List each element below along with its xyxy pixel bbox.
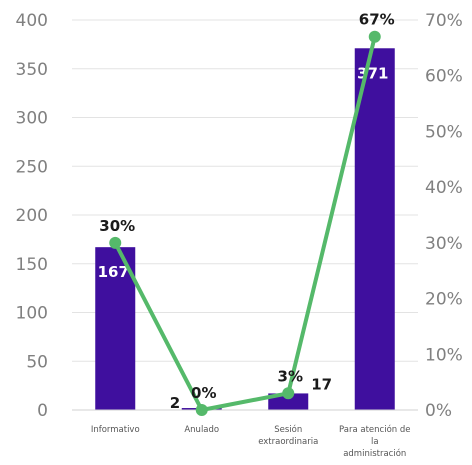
y-left-tick-label: 0 <box>37 401 48 421</box>
line-value-label: 67% <box>359 11 395 29</box>
y-right-tick-label: 0% <box>425 401 452 421</box>
category-label: extraordinaria <box>258 437 318 447</box>
y-right-tick-label: 50% <box>425 122 463 142</box>
category-label: administración <box>343 448 406 459</box>
y-right-tick-label: 40% <box>425 178 463 198</box>
y-left-tick-label: 350 <box>16 60 48 80</box>
bar <box>95 247 136 410</box>
y-right-tick-label: 10% <box>425 345 463 365</box>
y-left-tick-label: 300 <box>16 109 48 129</box>
bar-value-label: 167 <box>98 263 129 281</box>
line-point <box>368 30 381 43</box>
y-right-tick-label: 20% <box>425 290 463 310</box>
y-left-tick-label: 100 <box>16 304 48 324</box>
bar-value-label: 2 <box>170 394 180 412</box>
y-right-tick-label: 60% <box>425 67 463 87</box>
category-label: Anulado <box>184 425 219 435</box>
bar-value-label: 17 <box>311 375 332 393</box>
line-series <box>113 36 377 412</box>
bar-value-label: 371 <box>357 64 388 82</box>
y-left-tick-label: 200 <box>16 206 48 226</box>
line-value-label: 30% <box>99 217 135 235</box>
y-left-tick-label: 250 <box>16 157 48 177</box>
bar <box>354 48 395 411</box>
category-label: la <box>371 437 379 447</box>
y-right-tick-label: 70% <box>425 11 463 31</box>
line-point <box>195 404 208 416</box>
y-right-tick-label: 30% <box>425 234 463 254</box>
line-value-label: 0% <box>191 384 216 402</box>
category-label: Para atención de <box>339 424 410 435</box>
y-left-tick-label: 150 <box>16 255 48 275</box>
line-point <box>282 387 295 400</box>
bar <box>268 393 309 410</box>
category-label: Sesión <box>274 424 302 435</box>
line-value-label: 3% <box>278 367 303 385</box>
y-left-tick-label: 50 <box>26 352 48 372</box>
y-left-tick-label: 400 <box>16 11 48 31</box>
category-label: Informativo <box>91 425 140 435</box>
line-point <box>109 236 122 249</box>
